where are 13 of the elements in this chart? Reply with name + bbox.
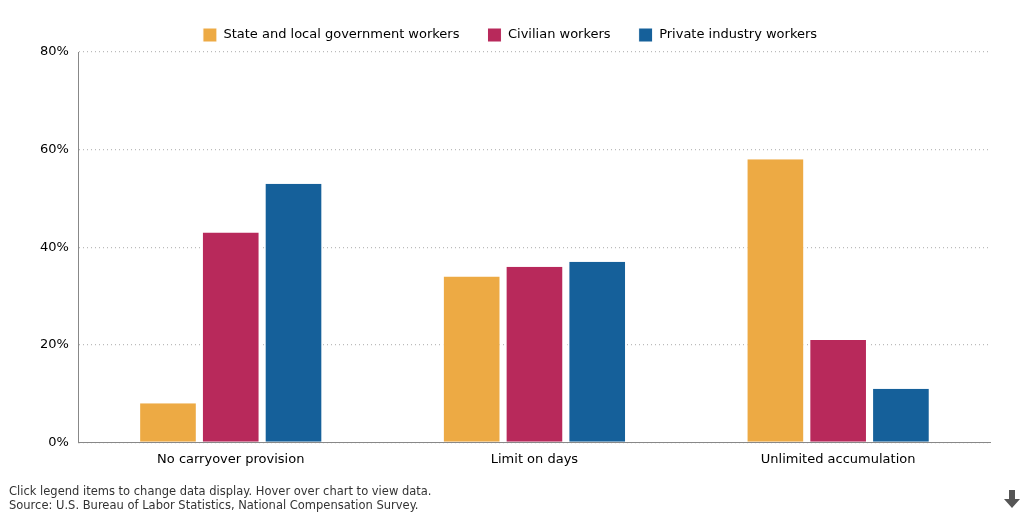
source-note: Source: U.S. Bureau of Labor Statistics, National Compensation Survey.	[9, 498, 420, 512]
x-tick-label: No carryover provision	[157, 450, 305, 466]
legend-label: State and local government workers	[223, 26, 460, 42]
y-tick-label: 0%	[48, 433, 69, 449]
x-tick-label: Unlimited accumulation	[760, 450, 916, 466]
x-tick-label: Limit on days	[490, 450, 579, 466]
y-tick-label: 40%	[39, 238, 69, 254]
legend-label: Civilian workers	[507, 26, 611, 42]
y-tick-label: 80%	[39, 43, 69, 59]
legend-label: Private industry workers	[659, 26, 818, 42]
y-tick-label: 60%	[39, 140, 69, 156]
text: Click legend items to change data display. Hover over chart to view data.	[9, 484, 432, 498]
y-tick-label: 20%	[39, 336, 69, 352]
